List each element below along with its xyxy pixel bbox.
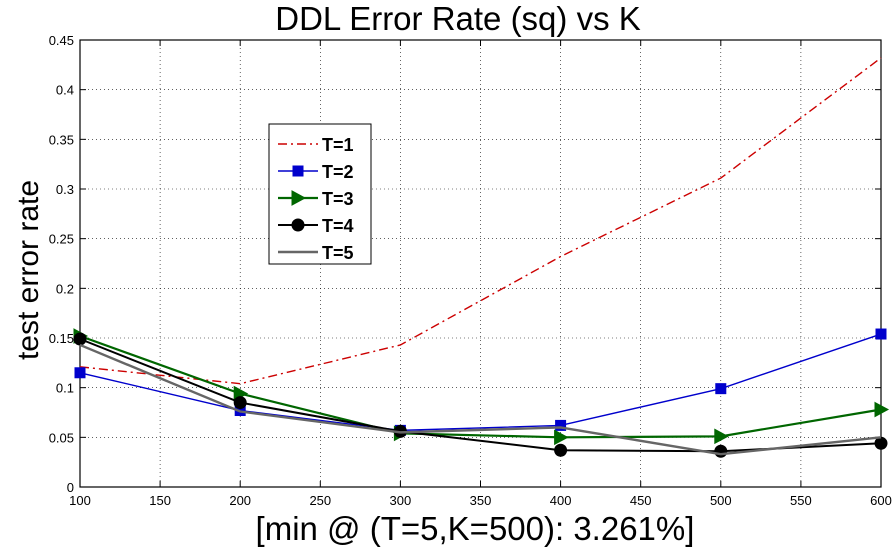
series-t-1 <box>79 57 882 385</box>
x-tick-label: 400 <box>550 493 572 508</box>
y-tick-label: 0 <box>67 480 74 495</box>
data-point <box>874 436 888 450</box>
data-point <box>874 401 890 418</box>
data-point <box>233 396 247 410</box>
x-tick-label: 550 <box>790 493 812 508</box>
data-point <box>714 428 729 445</box>
data-point <box>715 383 727 395</box>
x-tick-label: 150 <box>149 493 171 508</box>
legend-marker <box>291 218 305 232</box>
x-tick-label: 100 <box>69 493 91 508</box>
legend-label: T=1 <box>322 135 354 155</box>
data-point <box>554 443 568 457</box>
legend-entry: T=1 <box>278 135 354 155</box>
series-line <box>79 334 882 439</box>
y-tick-label: 0.2 <box>56 281 74 296</box>
data-point <box>555 419 567 431</box>
x-tick-label: 200 <box>229 493 251 508</box>
data-point <box>875 328 887 340</box>
legend-entry: T=4 <box>278 216 354 236</box>
data-point <box>74 367 86 379</box>
x-tick-label: 300 <box>390 493 412 508</box>
x-tick-label: 500 <box>710 493 732 508</box>
plot-frame <box>79 39 882 488</box>
y-tick-label: 0.15 <box>49 331 74 346</box>
y-tick-label: 0.4 <box>56 83 74 98</box>
y-tick-label: 0.35 <box>49 132 74 147</box>
legend-entry: T=5 <box>278 243 354 263</box>
series-line <box>79 343 882 456</box>
grid <box>80 40 881 487</box>
y-tick-label: 0.3 <box>56 182 74 197</box>
legend-entry: T=2 <box>278 162 354 182</box>
legend: T=1 T=2 T=3 T=4 T=5 <box>268 123 372 265</box>
legend-label: T=4 <box>322 216 354 236</box>
series-line <box>79 57 882 385</box>
series-t-5 <box>79 343 882 456</box>
legend-marker <box>292 165 304 177</box>
x-tick-label: 350 <box>470 493 492 508</box>
x-tick-label: 250 <box>309 493 331 508</box>
x-tick-label: 450 <box>630 493 652 508</box>
data-point <box>73 332 87 346</box>
legend-box <box>268 123 372 265</box>
x-axis-label: [min @ (T=5,K=500): 3.261%] <box>256 510 695 547</box>
series-t-4 <box>73 332 888 458</box>
axis-ticks: 100 150 200 250 300 350 400 450 500 550 600 0 0.05 0.… <box>49 33 892 508</box>
data-point <box>714 444 728 458</box>
series-line <box>79 338 882 453</box>
legend-label: T=5 <box>322 243 354 263</box>
y-tick-label: 0.25 <box>49 232 74 247</box>
chart-title: DDL Error Rate (sq) vs K <box>275 0 641 37</box>
x-tick-label: 600 <box>870 493 892 508</box>
y-tick-label: 0.45 <box>49 33 74 48</box>
legend-label: T=2 <box>322 162 354 182</box>
series-t-3 <box>73 328 890 446</box>
legend-marker <box>291 190 307 206</box>
y-axis-label: test error rate <box>12 180 45 360</box>
series-lines <box>73 57 890 458</box>
legend-label: T=3 <box>322 189 354 209</box>
legend-entry: T=3 <box>278 189 354 209</box>
data-point <box>554 429 569 446</box>
y-tick-label: 0.05 <box>49 430 74 445</box>
y-tick-label: 0.1 <box>56 381 74 396</box>
series-line <box>79 333 882 432</box>
